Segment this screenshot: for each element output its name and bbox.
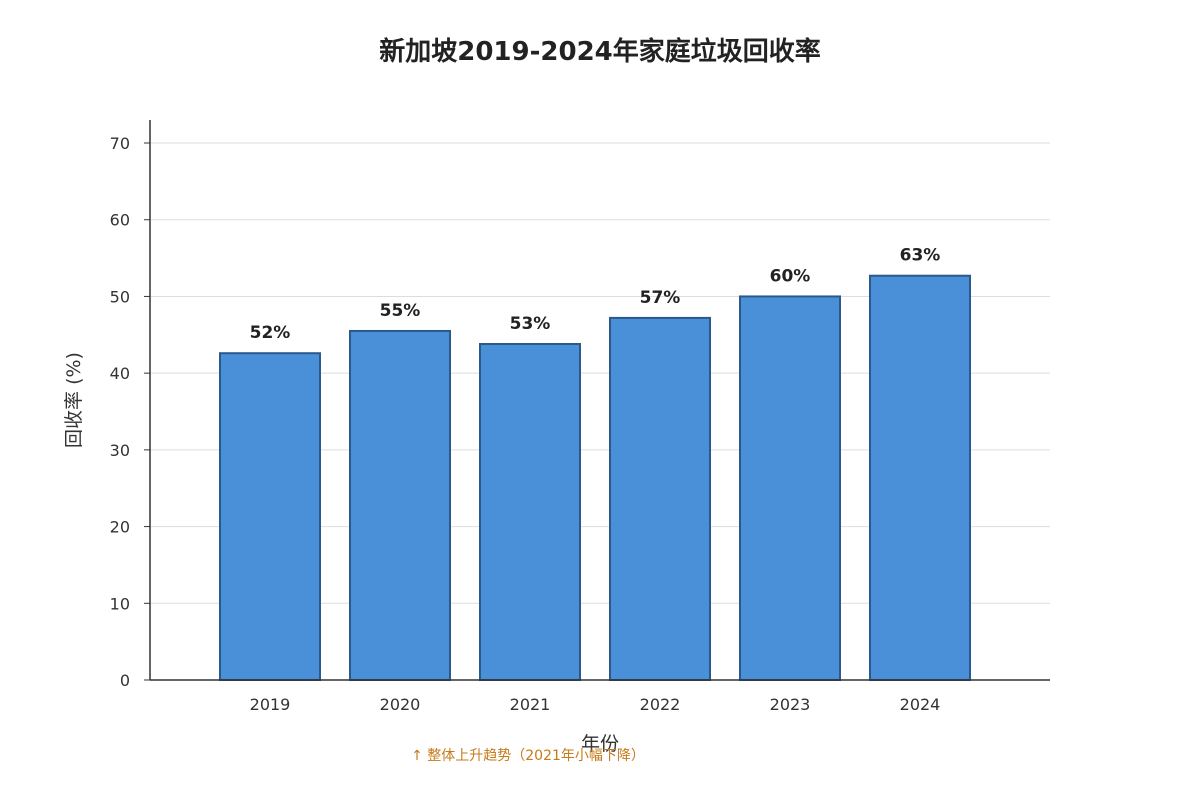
data-label-2022: 57% — [640, 288, 681, 308]
bar-2022 — [609, 316, 711, 681]
y-tick-label: 70 — [110, 134, 130, 153]
y-tick-label: 50 — [110, 287, 130, 306]
data-label-2023: 60% — [770, 266, 811, 286]
bar-2019 — [219, 352, 321, 681]
data-label-2021: 53% — [510, 314, 551, 334]
x-tick-label-2020: 2020 — [380, 695, 421, 714]
y-tick-label: 40 — [110, 364, 130, 383]
y-tick-label: 0 — [120, 671, 130, 690]
x-tick-label-2021: 2021 — [510, 695, 551, 714]
data-label-2024: 63% — [900, 246, 941, 266]
bars-layer — [219, 274, 971, 681]
y-axis-title: 回收率 (%) — [63, 352, 85, 448]
bar-2023 — [739, 295, 841, 681]
y-tick-label: 30 — [110, 441, 130, 460]
data-label-2019: 52% — [250, 323, 291, 343]
data-label-2020: 55% — [380, 301, 421, 321]
x-tick-label-2024: 2024 — [900, 695, 941, 714]
x-tick-label-2019: 2019 — [250, 695, 291, 714]
data-labels-layer: 52% 55% 53% 57% 60% 63% — [250, 246, 941, 343]
x-axis-title: 年份 — [581, 733, 619, 755]
bar-2021 — [479, 343, 581, 681]
y-tick-label: 60 — [110, 211, 130, 230]
x-tick-label-2023: 2023 — [770, 695, 811, 714]
y-tick-label: 20 — [110, 518, 130, 537]
x-tick-label-2022: 2022 — [640, 695, 681, 714]
y-tick-label: 10 — [110, 594, 130, 613]
chart-title: 新加坡2019-2024年家庭垃圾回收率 — [379, 36, 821, 67]
ticks-layer: 0 10 20 30 40 50 60 70 2019 2020 2021 2022 2023 2024 — [110, 134, 941, 714]
trend-annotation: ↑ 整体上升趋势（2021年小幅下降） — [411, 748, 645, 764]
bar-2020 — [349, 329, 451, 681]
axes-layer — [149, 120, 1050, 681]
bar-2024 — [869, 274, 971, 681]
